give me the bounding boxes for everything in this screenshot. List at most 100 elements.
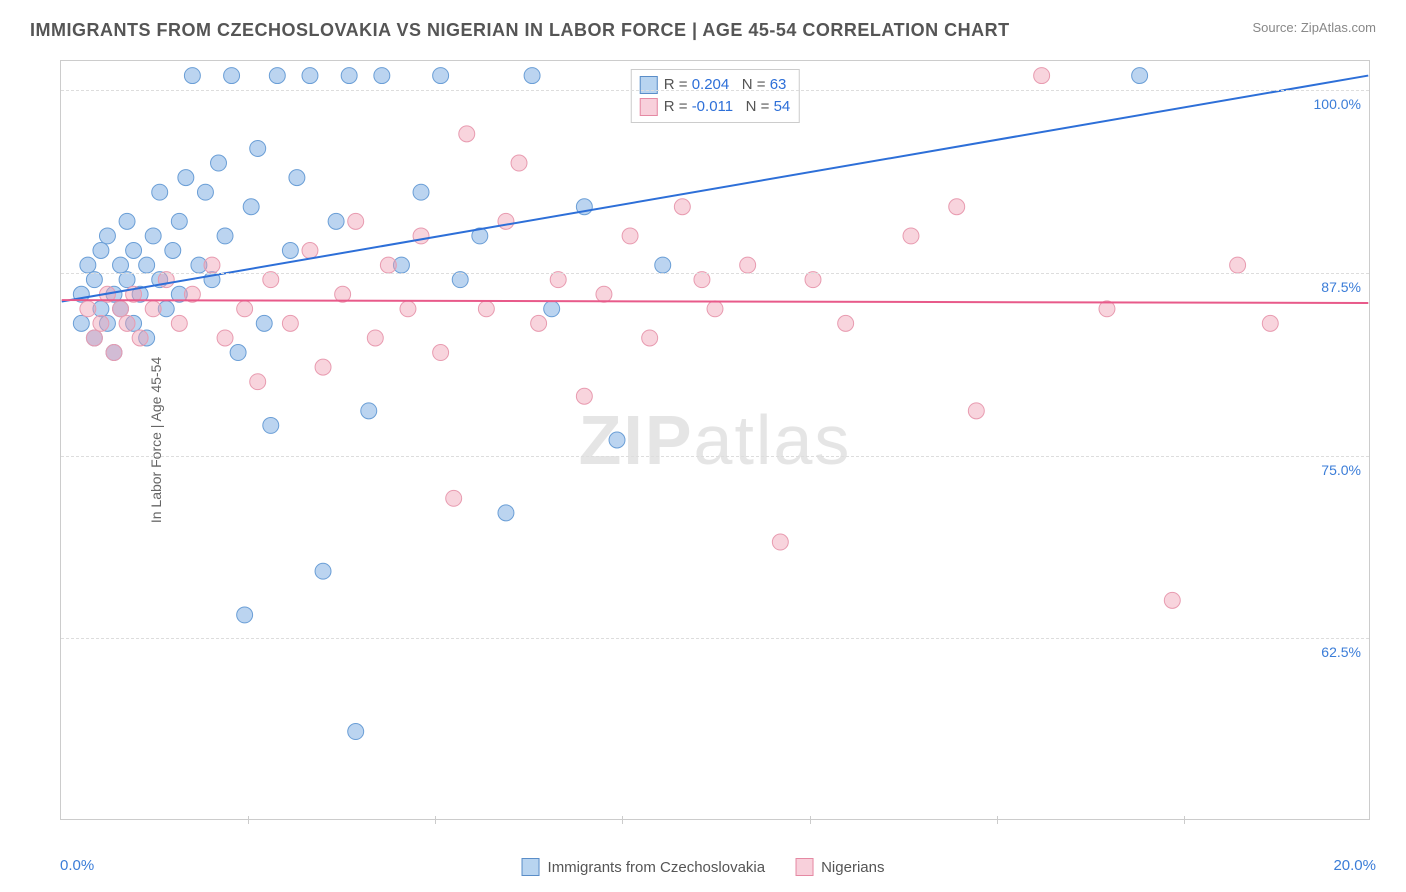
data-point [126,243,142,259]
data-point [106,345,122,361]
data-point [152,184,168,200]
data-point [903,228,919,244]
legend-swatch [522,858,540,876]
legend-row: R = -0.011 N = 54 [640,96,791,118]
data-point [524,68,540,84]
data-point [139,257,155,273]
data-point [86,330,102,346]
data-point [73,315,89,331]
data-point [772,534,788,550]
data-point [478,301,494,317]
data-point [1262,315,1278,331]
grid-label: 62.5% [1321,644,1361,660]
data-point [224,68,240,84]
x-axis-max-label: 20.0% [1333,857,1376,874]
data-point [576,388,592,404]
grid-label: 100.0% [1314,96,1361,112]
data-point [380,257,396,273]
data-point [282,243,298,259]
data-point [171,213,187,229]
data-point [838,315,854,331]
data-point [805,272,821,288]
data-point [968,403,984,419]
data-point [1132,68,1148,84]
data-point [452,272,468,288]
x-tick [248,816,249,824]
correlation-legend: R = 0.204 N = 63R = -0.011 N = 54 [631,69,800,123]
data-point [740,257,756,273]
data-point [178,170,194,186]
data-point [367,330,383,346]
data-point [113,257,129,273]
data-point [348,724,364,740]
x-tick [622,816,623,824]
data-point [674,199,690,215]
data-point [642,330,658,346]
grid-line [61,456,1369,457]
data-point [622,228,638,244]
data-point [374,68,390,84]
data-point [93,243,109,259]
legend-text: R = -0.011 N = 54 [664,96,791,118]
data-point [269,68,285,84]
legend-label: Nigerians [821,859,884,876]
legend-swatch [640,98,658,116]
series-legend: Immigrants from Czechoslovakia Nigerians [522,858,885,876]
data-point [119,213,135,229]
data-point [99,228,115,244]
data-point [165,243,181,259]
data-point [315,359,331,375]
data-point [1230,257,1246,273]
legend-swatch [640,76,658,94]
data-point [655,257,671,273]
data-point [609,432,625,448]
data-point [250,374,266,390]
legend-row: R = 0.204 N = 63 [640,74,791,96]
data-point [341,68,357,84]
data-point [217,330,233,346]
data-point [282,315,298,331]
grid-label: 75.0% [1321,462,1361,478]
data-point [263,272,279,288]
data-point [544,301,560,317]
data-point [171,315,187,331]
data-point [694,272,710,288]
data-point [80,301,96,317]
data-point [433,345,449,361]
data-point [302,243,318,259]
data-point [413,228,429,244]
data-point [1034,68,1050,84]
x-axis-min-label: 0.0% [60,857,94,874]
legend-text: R = 0.204 N = 63 [664,74,787,96]
legend-label: Immigrants from Czechoslovakia [548,859,766,876]
grid-line [61,90,1369,91]
data-point [197,184,213,200]
data-point [217,228,233,244]
data-point [302,68,318,84]
data-point [707,301,723,317]
scatter-plot-svg [61,61,1369,819]
data-point [230,345,246,361]
data-point [596,286,612,302]
data-point [184,68,200,84]
data-point [119,272,135,288]
data-point [498,505,514,521]
data-point [446,490,462,506]
data-point [237,301,253,317]
data-point [145,301,161,317]
data-point [132,330,148,346]
x-tick [435,816,436,824]
data-point [433,68,449,84]
data-point [211,155,227,171]
legend-swatch [795,858,813,876]
chart-area: In Labor Force | Age 45-54 ZIPatlas R = … [60,60,1370,820]
data-point [237,607,253,623]
x-tick [997,816,998,824]
data-point [243,199,259,215]
data-point [263,417,279,433]
data-point [315,563,331,579]
x-tick [810,816,811,824]
data-point [1164,592,1180,608]
grid-label: 87.5% [1321,279,1361,295]
data-point [250,140,266,156]
